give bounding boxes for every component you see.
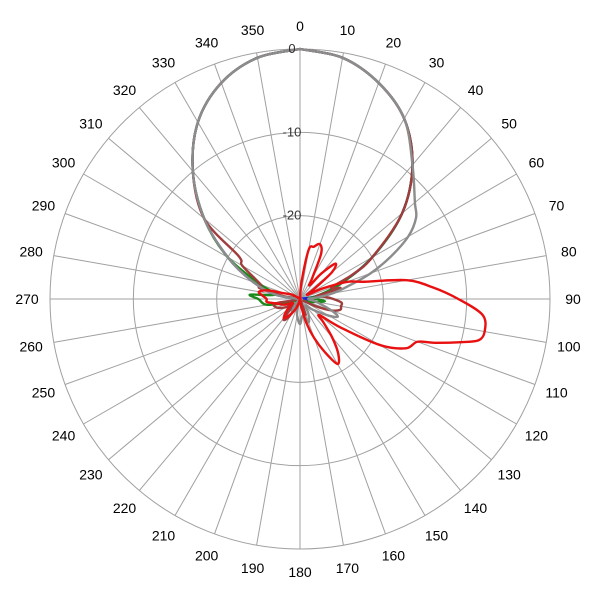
angle-label-310: 310 — [79, 116, 103, 132]
spoke-200 — [214, 298, 301, 535]
spoke-130 — [299, 298, 492, 461]
spoke-340 — [214, 63, 301, 300]
spoke-220 — [138, 298, 301, 491]
angle-label-180: 180 — [288, 564, 312, 580]
angle-label-280: 280 — [19, 244, 43, 260]
angle-label-220: 220 — [113, 500, 137, 516]
series-layer — [191, 47, 487, 366]
angle-label-300: 300 — [52, 155, 76, 171]
spoke-260 — [53, 298, 301, 343]
label-layer: 0 10 20 30 40 50 60 70 80 90 100 110 120 130 140 150 160… — [15, 18, 581, 580]
spoke-20 — [299, 63, 386, 300]
angle-label-40: 40 — [468, 82, 484, 98]
angle-label-90: 90 — [565, 291, 581, 307]
series-line-4 — [191, 47, 418, 326]
angle-label-120: 120 — [525, 428, 549, 444]
spoke-120 — [299, 298, 517, 425]
ring-label-1: -10 — [283, 124, 302, 139]
angle-label-260: 260 — [19, 338, 43, 354]
spoke-250 — [64, 298, 301, 385]
angle-label-160: 160 — [382, 548, 406, 564]
spoke-350 — [256, 52, 301, 300]
ring-label-0: 0 — [288, 41, 295, 56]
angle-label-20: 20 — [386, 34, 402, 50]
angle-label-330: 330 — [152, 55, 176, 71]
angle-label-30: 30 — [429, 55, 445, 71]
angle-label-130: 130 — [497, 466, 521, 482]
angle-label-190: 190 — [241, 560, 265, 576]
spoke-40 — [299, 107, 462, 300]
angle-label-50: 50 — [501, 116, 517, 132]
series-line-1 — [191, 47, 414, 304]
angle-label-10: 10 — [340, 22, 356, 38]
angle-label-320: 320 — [113, 82, 137, 98]
spoke-170 — [299, 298, 344, 546]
spoke-300 — [83, 173, 301, 300]
spoke-190 — [256, 298, 301, 546]
angle-label-150: 150 — [425, 527, 449, 543]
angle-label-70: 70 — [549, 198, 565, 214]
angle-label-100: 100 — [557, 338, 581, 354]
spoke-140 — [299, 298, 462, 491]
angle-label-340: 340 — [195, 34, 219, 50]
angle-label-230: 230 — [79, 466, 103, 482]
angle-label-170: 170 — [336, 560, 360, 576]
spoke-330 — [174, 82, 301, 300]
spoke-240 — [83, 298, 301, 425]
spoke-210 — [174, 298, 301, 516]
series-line-5 — [257, 242, 487, 366]
angle-label-250: 250 — [32, 384, 56, 400]
ring-label-2: -20 — [283, 208, 302, 223]
angle-label-140: 140 — [464, 500, 488, 516]
angle-label-200: 200 — [195, 548, 219, 564]
angle-label-240: 240 — [52, 428, 76, 444]
spoke-320 — [138, 107, 301, 300]
angle-label-210: 210 — [152, 527, 176, 543]
angle-label-350: 350 — [241, 22, 265, 38]
angle-label-290: 290 — [32, 198, 56, 214]
spoke-150 — [299, 298, 426, 516]
angle-label-110: 110 — [545, 384, 568, 400]
angle-label-270: 270 — [15, 291, 39, 307]
angle-label-60: 60 — [529, 155, 545, 171]
spoke-80 — [299, 255, 547, 300]
angle-label-0: 0 — [296, 18, 304, 34]
angle-label-80: 80 — [561, 244, 577, 260]
spoke-230 — [108, 298, 301, 461]
